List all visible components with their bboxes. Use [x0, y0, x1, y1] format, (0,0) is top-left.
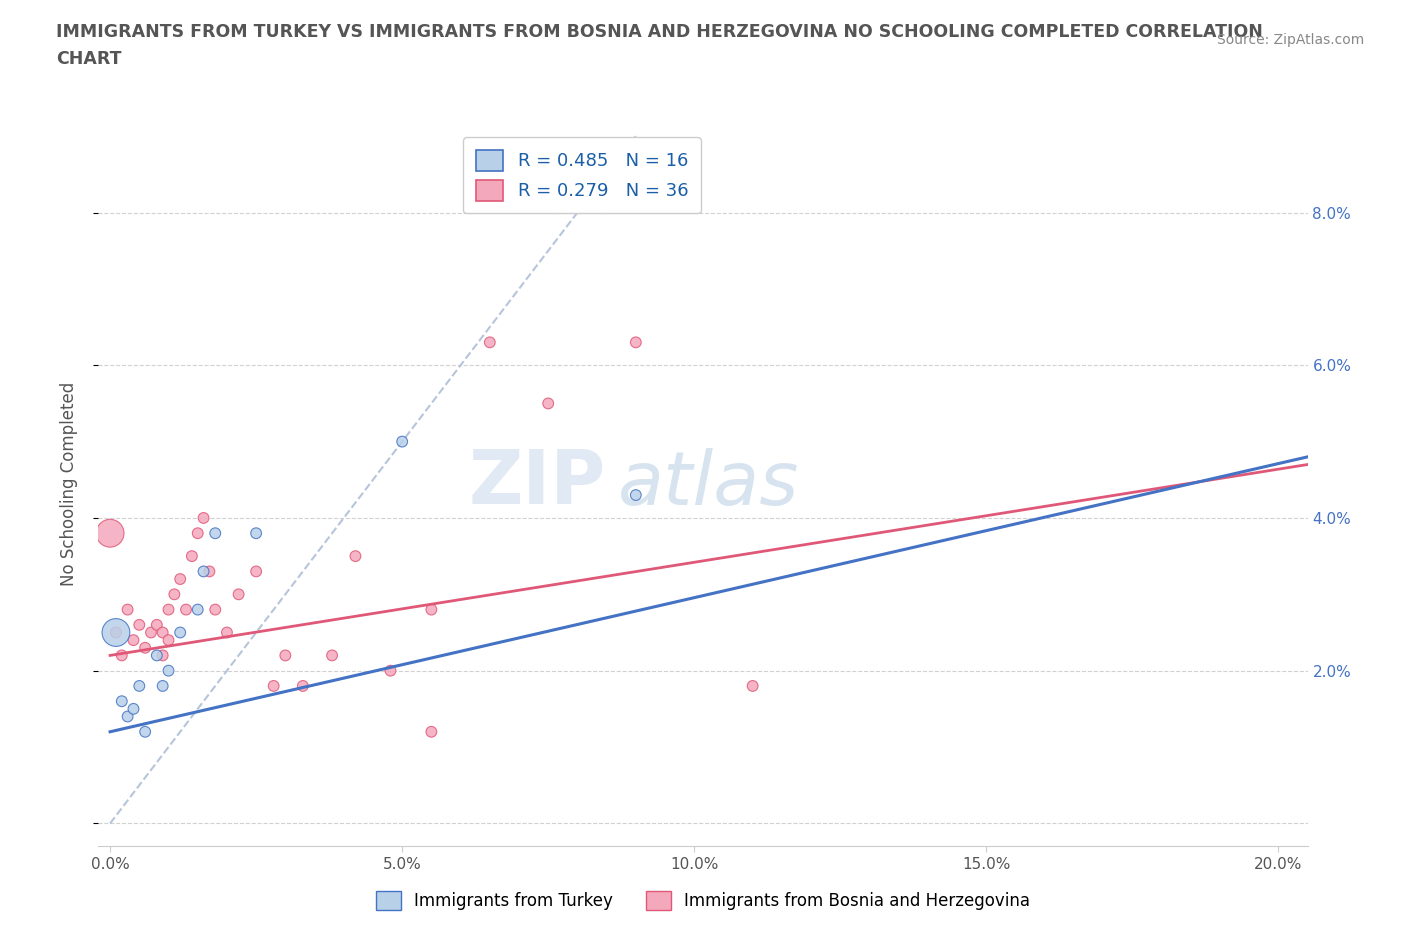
Point — [157, 632, 180, 647]
Point — [98, 525, 121, 540]
Point — [180, 549, 202, 564]
Point — [122, 632, 145, 647]
Point — [624, 335, 647, 350]
Point — [187, 525, 209, 540]
Point — [157, 602, 180, 617]
Point — [380, 663, 402, 678]
Text: IMMIGRANTS FROM TURKEY VS IMMIGRANTS FROM BOSNIA AND HERZEGOVINA NO SCHOOLING CO: IMMIGRANTS FROM TURKEY VS IMMIGRANTS FRO… — [56, 23, 1263, 68]
Point — [537, 396, 560, 411]
Point — [128, 618, 150, 632]
Point — [420, 602, 443, 617]
Point — [228, 587, 250, 602]
Point — [198, 564, 221, 578]
Point — [146, 648, 169, 663]
Point — [117, 602, 139, 617]
Point — [245, 564, 267, 578]
Point — [169, 572, 191, 587]
Point — [174, 602, 197, 617]
Point — [215, 625, 238, 640]
Point — [291, 679, 314, 694]
Point — [146, 618, 169, 632]
Point — [193, 511, 215, 525]
Point — [478, 335, 501, 350]
Point — [187, 602, 209, 617]
Point — [152, 679, 174, 694]
Point — [204, 602, 226, 617]
Y-axis label: No Schooling Completed: No Schooling Completed — [59, 381, 77, 586]
Point — [134, 724, 156, 739]
Point — [104, 625, 127, 640]
Legend: R = 0.485   N = 16, R = 0.279   N = 36: R = 0.485 N = 16, R = 0.279 N = 36 — [464, 138, 700, 213]
Text: atlas: atlas — [619, 447, 800, 520]
Point — [741, 679, 763, 694]
Point — [245, 525, 267, 540]
Point — [193, 564, 215, 578]
Point — [128, 679, 150, 694]
Point — [263, 679, 285, 694]
Point — [420, 724, 443, 739]
Point — [111, 648, 134, 663]
Point — [134, 641, 156, 656]
Text: ZIP: ZIP — [470, 447, 606, 520]
Point — [157, 663, 180, 678]
Point — [624, 487, 647, 502]
Point — [204, 525, 226, 540]
Point — [139, 625, 162, 640]
Point — [122, 701, 145, 716]
Point — [152, 625, 174, 640]
Point — [274, 648, 297, 663]
Point — [321, 648, 343, 663]
Point — [169, 625, 191, 640]
Point — [344, 549, 367, 564]
Point — [152, 648, 174, 663]
Point — [104, 625, 127, 640]
Text: Source: ZipAtlas.com: Source: ZipAtlas.com — [1216, 33, 1364, 46]
Point — [391, 434, 413, 449]
Point — [117, 709, 139, 724]
Point — [163, 587, 186, 602]
Legend: Immigrants from Turkey, Immigrants from Bosnia and Herzegovina: Immigrants from Turkey, Immigrants from … — [368, 884, 1038, 917]
Point — [111, 694, 134, 709]
